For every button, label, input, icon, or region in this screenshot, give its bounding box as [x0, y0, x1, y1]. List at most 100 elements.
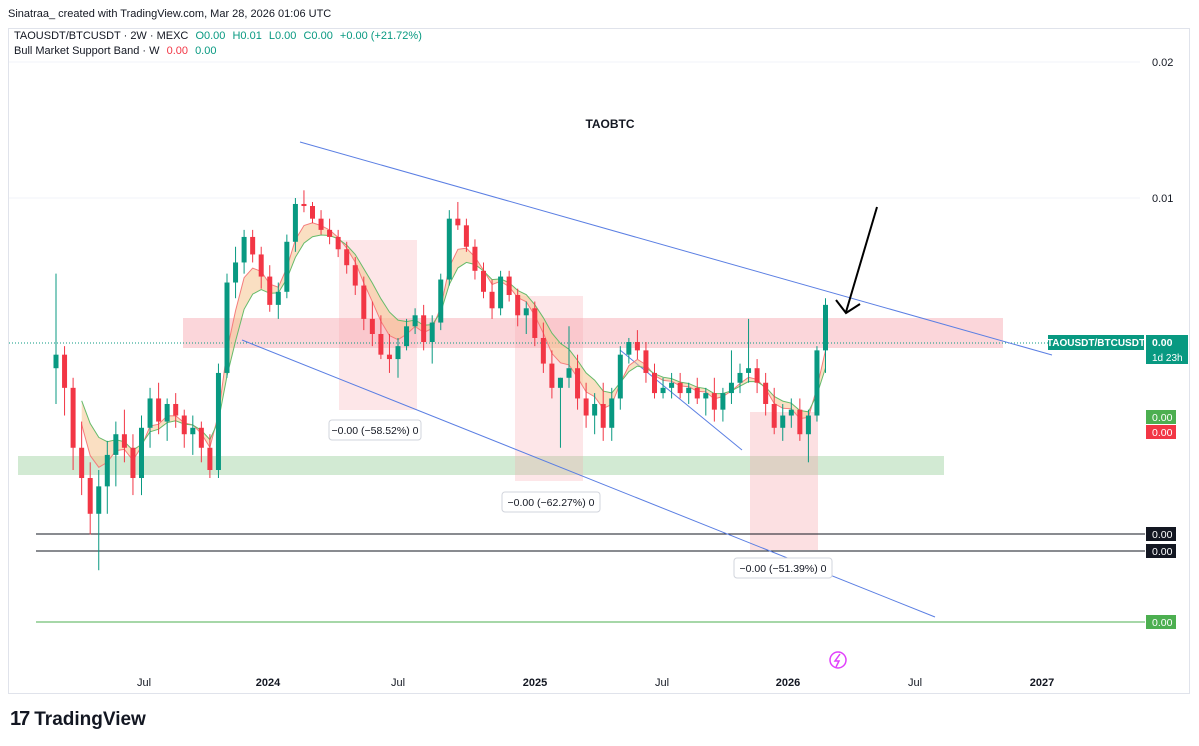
indicator-legend[interactable]: Bull Market Support Band · W 0.00 0.00 [14, 45, 220, 57]
candle-body-65 [609, 398, 615, 428]
x-tick-0: Jul [137, 677, 151, 689]
candle-body-37 [369, 318, 375, 334]
arrow-head [835, 299, 861, 315]
candle-body-87 [797, 409, 803, 435]
candle-body-44 [429, 322, 435, 343]
y-tick-0: 0.02 [1152, 57, 1173, 69]
candle-body-14 [173, 403, 179, 416]
support-zone [18, 456, 944, 475]
chart-panel[interactable] [8, 28, 1190, 694]
price-label-value-bg [1146, 335, 1188, 350]
footer-brand: TradingView [34, 708, 146, 730]
candle-body-8 [121, 434, 127, 448]
channel-upper-line [299, 141, 1053, 356]
candle-body-5 [96, 486, 102, 514]
drawdown-label-2: −0.00 (−62.27%) 0 [508, 497, 595, 509]
band-label-1-bg [1146, 410, 1176, 424]
ohlc-close: C0.00 [303, 30, 333, 42]
indicator-name[interactable]: Bull Market Support Band · W [14, 45, 160, 57]
candle-body-47 [455, 218, 461, 226]
candle-body-52 [498, 276, 504, 309]
candle-body-24 [258, 254, 264, 277]
candle-body-20 [224, 282, 230, 373]
level-label-2-bg [1146, 544, 1176, 558]
candle-body-15 [181, 415, 187, 435]
candle-body-70 [652, 372, 657, 394]
candle-body-77 [711, 393, 717, 410]
band-label-2: 0.00 [1152, 427, 1173, 439]
candle-body-13 [164, 403, 170, 422]
candle-body-53 [506, 276, 512, 295]
candle-body-4 [87, 478, 93, 514]
symbol-name[interactable]: TAOUSDT/BTCUSDT · 2W · MEXC [14, 30, 189, 42]
support-band-line-1 [81, 222, 826, 468]
candle-body-9 [130, 447, 136, 479]
candle-body-40 [395, 346, 401, 360]
tradingview-logo[interactable]: 17 TradingView [10, 708, 146, 731]
candle-body-90 [823, 304, 828, 351]
candle-body-27 [284, 241, 290, 292]
candle-body-89 [814, 350, 820, 416]
drawdown-label-box-3 [733, 557, 833, 579]
x-tick-4: Jul [655, 677, 669, 689]
candle-body-25 [267, 276, 273, 305]
x-tick-6: Jul [908, 677, 922, 689]
chart-title: TAOBTC [585, 117, 634, 131]
candle-body-71 [660, 387, 666, 394]
candle-body-35 [352, 265, 358, 286]
candle-body-68 [634, 342, 640, 351]
candle-body-32 [327, 229, 333, 237]
candle-body-82 [754, 368, 760, 383]
drawdown-box-3 [750, 412, 818, 550]
ohlc-change: +0.00 (+21.72%) [339, 30, 422, 42]
ohlc-high: H0.01 [232, 30, 262, 42]
level-label-1: 0.00 [1152, 529, 1173, 541]
candle-body-49 [472, 246, 478, 271]
candle-body-10 [139, 427, 144, 479]
candle-body-22 [241, 236, 247, 263]
candle-body-0 [53, 354, 59, 369]
candle-body-62 [583, 398, 589, 416]
candle-body-78 [720, 393, 726, 410]
candle-body-50 [481, 270, 486, 292]
resistance-zone [183, 318, 1003, 348]
level-label-3: 0.00 [1152, 617, 1173, 629]
candle-body-60 [566, 368, 572, 378]
price-label-name: TAOUSDT/BTCUSDT [1047, 338, 1145, 349]
candle-body-29 [301, 203, 307, 207]
candle-body-56 [532, 308, 538, 338]
support-band-line-2 [81, 234, 826, 451]
candle-body-42 [412, 315, 418, 327]
candle-body-54 [515, 294, 521, 316]
band-label-1: 0.00 [1152, 412, 1173, 424]
candle-body-18 [207, 447, 213, 470]
candle-body-28 [292, 203, 298, 242]
candle-body-55 [523, 308, 529, 316]
candle-body-85 [780, 415, 786, 428]
x-tick-3: 2025 [523, 677, 547, 689]
candle-body-58 [549, 363, 555, 388]
candle-body-51 [489, 291, 495, 309]
indicator-value-2: 0.00 [195, 45, 217, 57]
level-label-3-bg [1146, 615, 1176, 629]
candle-body-84 [771, 403, 777, 428]
candle-body-45 [438, 279, 444, 323]
candle-body-69 [643, 350, 649, 373]
candle-body-57 [540, 337, 546, 364]
candle-body-76 [703, 393, 709, 399]
candle-body-64 [600, 403, 606, 428]
tradingview-logo-icon: 17 [10, 708, 30, 730]
drawdown-label-3: −0.00 (−51.39%) 0 [740, 563, 827, 575]
ohlc-low: L0.00 [268, 30, 297, 42]
candle-body-75 [694, 387, 700, 399]
price-label-name-bg [1048, 335, 1144, 350]
x-tick-5: 2026 [776, 677, 800, 689]
x-tick-2: Jul [391, 677, 405, 689]
candle-body-83 [763, 382, 769, 404]
candle-body-30 [310, 206, 315, 219]
candle-body-46 [446, 218, 452, 280]
candle-body-11 [147, 398, 153, 428]
candle-body-2 [70, 387, 76, 448]
symbol-legend[interactable]: TAOUSDT/BTCUSDT · 2W · MEXC O0.00 H0.01 … [14, 30, 426, 42]
candle-body-23 [250, 236, 256, 255]
